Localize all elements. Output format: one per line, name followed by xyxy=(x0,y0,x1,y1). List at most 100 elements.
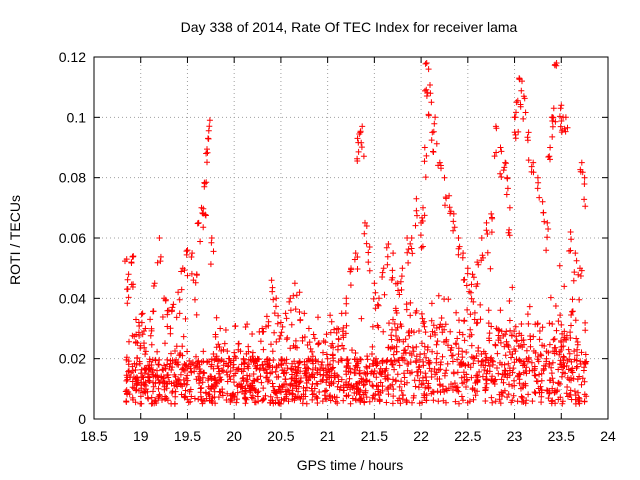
data-point xyxy=(488,229,495,236)
data-point xyxy=(510,392,517,399)
data-point xyxy=(203,179,210,186)
data-point xyxy=(497,400,504,407)
data-point xyxy=(437,382,444,389)
data-point xyxy=(260,396,267,403)
data-point xyxy=(413,195,420,202)
data-point xyxy=(469,271,476,278)
data-point xyxy=(377,379,384,386)
data-point xyxy=(360,153,367,160)
data-point xyxy=(503,191,510,198)
data-point xyxy=(548,398,555,405)
data-point xyxy=(508,354,515,361)
data-point xyxy=(475,261,482,268)
data-point xyxy=(482,362,489,369)
data-point xyxy=(459,380,466,387)
data-point xyxy=(568,236,575,243)
data-point xyxy=(375,386,382,393)
data-point xyxy=(546,153,553,160)
data-point xyxy=(434,350,441,357)
data-point xyxy=(414,372,421,379)
data-point xyxy=(485,307,492,314)
x-tick-label: 20.5 xyxy=(267,428,294,444)
data-point xyxy=(538,399,545,406)
data-point xyxy=(159,378,166,385)
data-point xyxy=(226,355,233,362)
data-point xyxy=(437,162,444,169)
data-point xyxy=(471,309,478,316)
data-point xyxy=(180,376,187,383)
data-point xyxy=(443,195,450,202)
data-point xyxy=(474,259,481,266)
data-point xyxy=(467,326,474,333)
data-point xyxy=(438,315,445,321)
data-point xyxy=(506,204,513,211)
data-point xyxy=(423,86,430,93)
data-point xyxy=(366,378,373,385)
data-point xyxy=(273,295,280,302)
data-point xyxy=(244,372,250,379)
data-point xyxy=(308,385,315,392)
data-point xyxy=(310,331,317,338)
data-point xyxy=(501,164,508,171)
data-point xyxy=(431,120,438,127)
data-point xyxy=(459,348,466,355)
data-point xyxy=(407,359,414,366)
data-point xyxy=(298,375,304,381)
data-point xyxy=(511,328,518,335)
data-point xyxy=(268,341,274,348)
data-point xyxy=(278,329,285,336)
data-point xyxy=(196,377,202,384)
data-point xyxy=(133,316,139,323)
data-point xyxy=(202,211,209,218)
data-point xyxy=(407,240,414,247)
data-point xyxy=(549,118,556,124)
data-point xyxy=(489,399,496,406)
data-point xyxy=(130,396,136,403)
data-point xyxy=(259,362,266,369)
data-point xyxy=(430,322,437,329)
data-point xyxy=(195,396,202,403)
data-point xyxy=(357,370,363,377)
data-point xyxy=(155,361,162,368)
data-point xyxy=(405,259,412,266)
data-point xyxy=(299,400,306,407)
data-point xyxy=(481,367,488,373)
data-point xyxy=(567,335,574,341)
data-point xyxy=(123,372,130,379)
data-point xyxy=(520,358,527,365)
data-point xyxy=(139,331,146,338)
data-point xyxy=(352,350,359,356)
data-point xyxy=(422,174,429,181)
data-point xyxy=(485,320,492,327)
data-point xyxy=(405,246,412,253)
data-point xyxy=(264,370,271,377)
data-point xyxy=(254,389,261,396)
y-tick-label: 0.1 xyxy=(67,109,87,125)
data-point xyxy=(147,316,154,323)
data-point xyxy=(343,295,350,302)
data-point xyxy=(279,323,286,330)
data-point xyxy=(320,349,326,356)
data-point xyxy=(506,349,513,355)
data-point xyxy=(555,396,562,403)
data-point xyxy=(422,370,429,377)
data-point xyxy=(383,358,390,365)
data-point xyxy=(162,340,168,347)
data-point xyxy=(422,384,429,391)
data-point xyxy=(220,346,227,353)
data-point xyxy=(340,345,347,352)
data-point xyxy=(191,395,198,402)
data-point xyxy=(235,340,242,347)
data-point xyxy=(545,154,552,160)
data-point xyxy=(455,351,462,358)
data-point xyxy=(323,379,330,386)
data-point xyxy=(240,355,247,362)
data-point xyxy=(268,277,275,284)
data-point xyxy=(571,388,578,395)
data-point xyxy=(286,298,293,305)
data-point xyxy=(269,288,276,295)
data-point xyxy=(534,320,541,327)
data-point xyxy=(221,340,228,347)
data-point xyxy=(450,227,457,234)
data-point xyxy=(403,306,410,313)
